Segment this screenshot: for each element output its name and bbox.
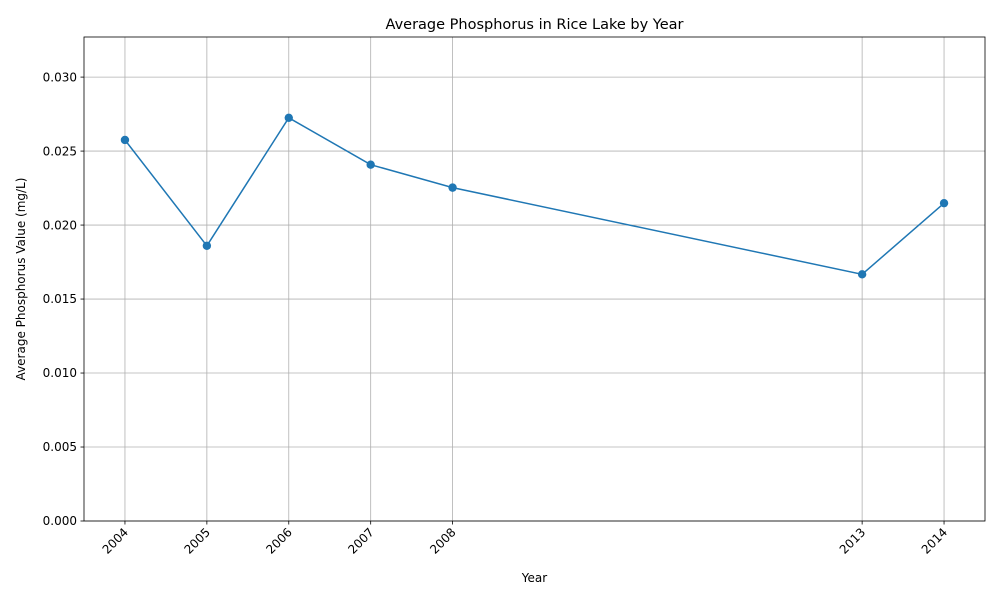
x-tick-label: 2007 bbox=[345, 525, 376, 556]
series-line bbox=[124, 116, 945, 276]
x-tick-label: 2004 bbox=[100, 525, 131, 556]
series-layer bbox=[120, 113, 949, 279]
x-tick-label: 2008 bbox=[427, 525, 458, 556]
plot-frame bbox=[83, 36, 986, 522]
y-tick-label: 0.000 bbox=[43, 514, 77, 528]
y-axis: 0.000 0.005 0.010 0.015 0.020 0.025 0.030 bbox=[43, 70, 84, 528]
data-point bbox=[284, 113, 293, 122]
data-point bbox=[857, 270, 867, 279]
data-point bbox=[939, 198, 949, 208]
x-tick-label: 2005 bbox=[181, 525, 212, 556]
chart-title: Average Phosphorus in Rice Lake by Year bbox=[386, 17, 684, 33]
x-axis-label: Year bbox=[521, 571, 547, 585]
y-tick-label: 0.010 bbox=[43, 366, 77, 380]
y-tick-label: 0.030 bbox=[43, 70, 77, 84]
y-tick-label: 0.025 bbox=[43, 144, 77, 158]
data-point bbox=[202, 241, 212, 250]
y-tick-label: 0.005 bbox=[43, 440, 77, 454]
x-tick-label: 2006 bbox=[263, 525, 294, 556]
data-point bbox=[448, 183, 457, 192]
data-point bbox=[366, 160, 375, 169]
y-tick-label: 0.015 bbox=[43, 292, 77, 306]
x-tick-label: 2013 bbox=[837, 525, 868, 556]
y-axis-label: Average Phosphorus Value (mg/L) bbox=[14, 178, 28, 381]
y-tick-label: 0.020 bbox=[43, 218, 77, 232]
data-point bbox=[120, 135, 130, 145]
x-tick-label: 2014 bbox=[919, 525, 950, 556]
grid-lines bbox=[84, 37, 985, 522]
x-axis: 2004 2005 2006 2007 2008 2013 2014 bbox=[100, 521, 950, 557]
